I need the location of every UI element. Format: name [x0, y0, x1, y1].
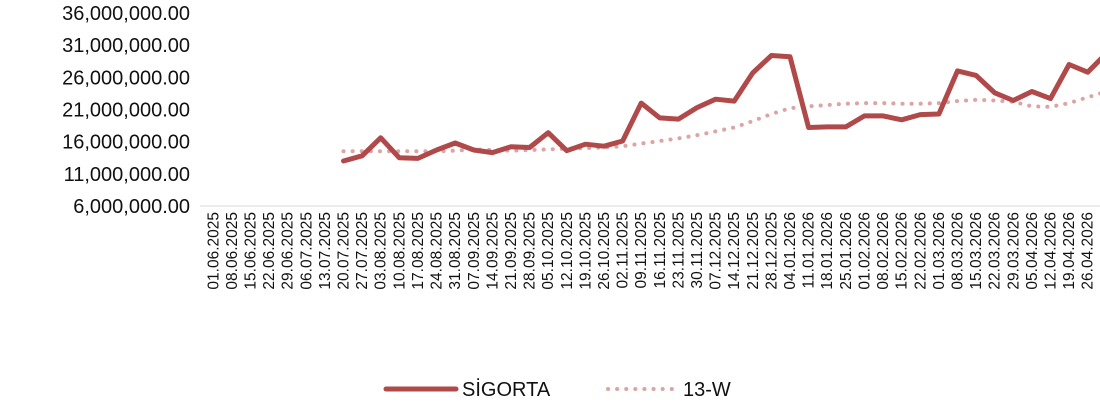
y-tick-label: 11,000,000.00: [64, 164, 190, 186]
x-tick-label: 21.09.2025: [503, 212, 520, 290]
x-tick-label: 07.09.2025: [466, 212, 483, 290]
x-tick-label: 30.11.2025: [689, 212, 706, 288]
series-lines: [341, 53, 1100, 164]
x-tick-label: 26.10.2025: [596, 212, 613, 290]
y-tick-label: 31,000,000.00: [62, 35, 190, 57]
y-tick-label: 16,000,000.00: [62, 132, 190, 154]
x-tick-label: 27.07.2025: [354, 212, 371, 290]
x-tick-label: 28.09.2025: [522, 212, 539, 290]
y-tick-label: 26,000,000.00: [62, 67, 190, 89]
x-tick-label: 20.07.2025: [336, 212, 353, 290]
x-tick-label: 29.06.2025: [280, 212, 297, 290]
x-axis-labels: 01.06.2025 08.06.2025 15.06.2025 22.06.2025…: [205, 212, 1096, 290]
x-tick-label: 05.10.2025: [540, 212, 557, 290]
x-tick-label: 21.12.2025: [745, 212, 762, 290]
x-tick-label: 24.08.2025: [429, 212, 446, 290]
y-tick-label: 21,000,000.00: [62, 100, 190, 122]
x-tick-label: 01.02.2026: [856, 212, 873, 290]
x-tick-label: 17.08.2025: [410, 212, 427, 290]
x-tick-label: 02.11.2025: [615, 212, 632, 288]
x-tick-label: 08.02.2026: [875, 212, 892, 290]
y-tick-label: 36,000,000.00: [62, 3, 190, 25]
y-tick-label: 6,000,000.00: [73, 196, 190, 218]
x-tick-label: 08.03.2026: [949, 212, 966, 290]
y-axis-labels: 6,000,000.00 11,000,000.00 16,000,000.00 21…: [62, 3, 190, 218]
x-tick-label: 12.10.2025: [559, 212, 576, 290]
x-tick-label: 26.04.2026: [1080, 212, 1097, 290]
series-line-sigorta: [341, 53, 1100, 164]
legend-label-13w: 13-W: [683, 379, 731, 401]
x-tick-label: 22.03.2026: [987, 212, 1004, 290]
x-tick-label: 14.09.2025: [484, 212, 501, 290]
x-tick-label: 10.08.2025: [391, 212, 408, 290]
x-tick-label: 19.10.2025: [577, 212, 594, 290]
x-tick-label: 08.06.2025: [224, 212, 241, 290]
x-tick-label: 16.11.2025: [652, 212, 669, 288]
x-tick-label: 23.11.2025: [670, 212, 687, 288]
x-tick-label: 09.11.2025: [633, 212, 650, 288]
x-tick-label: 07.12.2025: [708, 212, 725, 290]
x-tick-label: 28.12.2025: [763, 212, 780, 290]
x-tick-label: 15.03.2026: [968, 212, 985, 290]
x-tick-label: 29.03.2026: [1005, 212, 1022, 290]
x-tick-label: 05.04.2026: [1024, 212, 1041, 290]
x-tick-label: 31.08.2025: [447, 212, 464, 290]
x-tick-label: 04.01.2026: [782, 212, 799, 290]
legend: SİGORTA 13-W: [383, 378, 731, 401]
x-tick-label: 01.06.2025: [205, 212, 222, 290]
x-tick-label: 22.02.2026: [912, 212, 929, 290]
x-tick-label: 06.07.2025: [298, 212, 315, 290]
x-tick-label: 12.04.2026: [1042, 212, 1059, 290]
x-tick-label: 03.08.2025: [373, 212, 390, 290]
x-tick-label: 22.06.2025: [261, 212, 278, 290]
x-tick-label: 25.01.2026: [838, 212, 855, 290]
legend-label-sigorta: SİGORTA: [462, 378, 551, 401]
x-tick-label: 14.12.2025: [726, 212, 743, 290]
x-tick-label: 18.01.2026: [819, 212, 836, 290]
x-tick-label: 15.06.2025: [243, 212, 260, 290]
x-tick-label: 01.03.2026: [931, 212, 948, 290]
x-tick-label: 19.04.2026: [1061, 212, 1078, 290]
x-tick-label: 15.02.2026: [894, 212, 911, 290]
x-tick-label: 13.07.2025: [317, 212, 334, 290]
x-tick-label: 11.01.2026: [801, 212, 818, 288]
